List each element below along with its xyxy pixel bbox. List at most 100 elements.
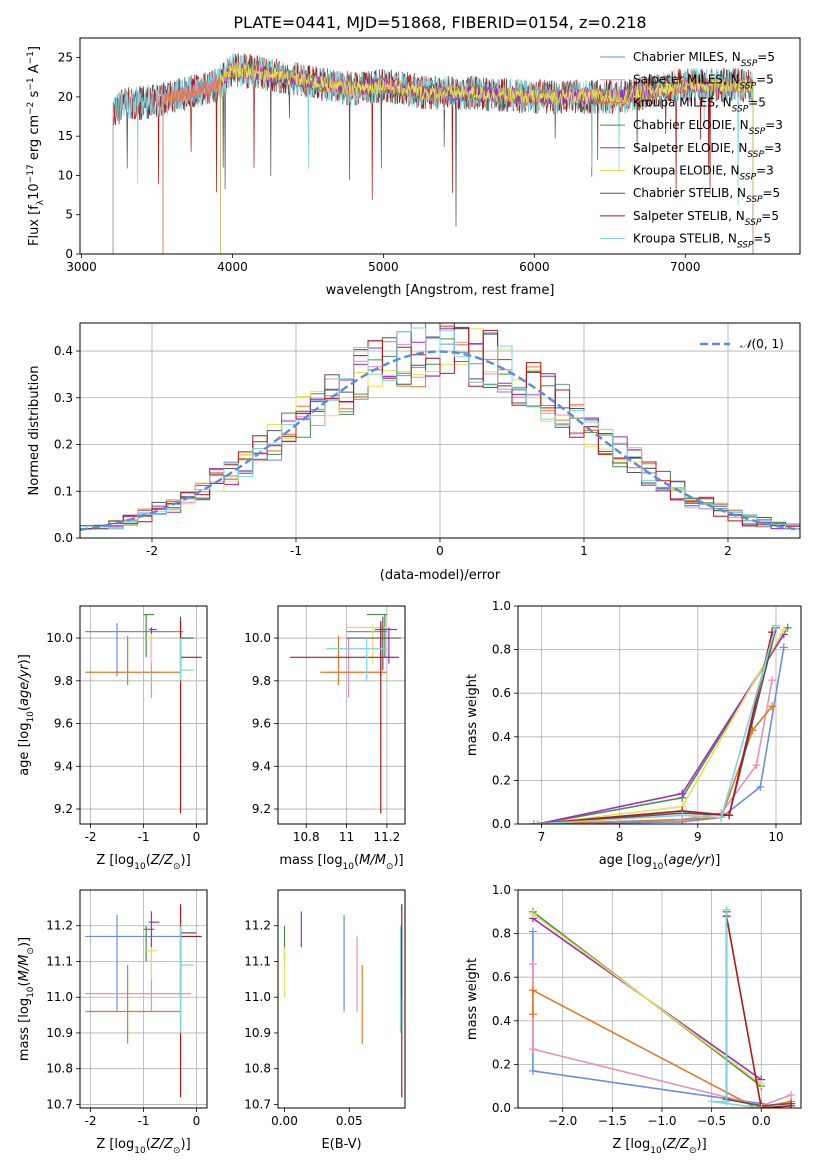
x-axis-label: (data-model)/error [380,568,501,583]
x-tick-label: 9 [694,830,702,844]
axes-frame [79,37,801,255]
label-part: SSP [740,173,757,183]
axes-frame [517,605,802,825]
label-part: =3 [756,164,774,178]
x-tick-label: −1.0 [647,1114,676,1128]
label-part: Z/Z [666,1137,690,1152]
x-tick-label: -2 [146,544,158,558]
weight-marker [528,986,537,995]
weight-marker [528,1066,537,1075]
label-part: SSP [745,218,762,228]
x-axis-label: mass [log10(M/M⊙)] [279,853,403,872]
weight-marker [768,676,777,685]
axes-frame [79,605,208,825]
axes-residuals: -2 -1 0 1 2 0.0 0.1 0.2 0.3 0.4 𝒩(0, 1) Normed dist… [27,322,801,583]
y-tick-label: 0.6 [492,970,511,984]
x-tick-label: 0 [436,544,444,558]
label-part: =5 [763,186,781,200]
weight-marker [528,1045,537,1054]
legend-label: Chabrier MILES, NSSP=5 [633,50,775,69]
weight-marker [717,813,726,822]
axes-frame [517,889,802,1109]
plot-area-residuals [80,323,800,538]
weight-marker [533,820,542,824]
plot-area-spectrum [112,52,754,254]
weight-marker [752,761,761,770]
weight-line-chabrier-stelib [533,627,777,824]
y-tick-label: 15 [58,129,73,143]
y-tick-label: 11.2 [244,919,271,933]
weight-marker [787,1101,796,1108]
label-part: SSP [737,241,754,251]
label-part: age [log [599,853,652,868]
label-part: 10 [650,1146,662,1156]
weight-marker [725,811,734,820]
y-tick-label: 10.8 [46,1062,73,1076]
label-part: mass weight [465,958,480,1040]
x-tick-label: 10 [768,830,783,844]
y-tick-label: 9.4 [252,759,271,773]
y-axis-label: Normed distribution [27,366,42,496]
y-tick-label: 11.1 [244,954,271,968]
x-tick-label: 3000 [66,260,97,274]
label-part: A [27,64,42,77]
label-part: mass [log [279,853,342,868]
weight-marker [528,927,537,936]
label-part: )] [17,937,32,947]
label-part: mass weight [465,674,480,756]
weight-marker [678,789,687,798]
legend-label: Salpeter MILES, NSSP=5 [633,73,774,92]
label-part: 10 [134,1146,146,1156]
label-part: Kroupa ELODIE, N [633,164,740,178]
x-tick-label: 10.8 [293,830,320,844]
y-tick-label: 0.0 [492,817,511,831]
y-tick-label: 10.7 [244,1097,271,1111]
x-tick-label: -2 [85,1114,97,1128]
label-part: ⊙ [173,1146,181,1156]
axes-age_vs_mass: 10.8 11 11.2 9.2 9.4 9.6 9.8 10.0 mass [log10(M/… [244,605,406,872]
label-part: Z [log [96,853,134,868]
y-tick-label: 0.8 [492,927,511,941]
label-part: −17 [26,164,36,183]
x-tick-label: 8 [616,830,624,844]
histogram-kroupa-stelib [80,327,800,538]
weight-marker [722,1097,731,1106]
x-tick-label: 0.00 [271,1114,298,1128]
label-part: λ [36,199,46,205]
plot-area-mass_vs_Z [85,904,202,1098]
y-axis-label: mass weight [465,958,480,1040]
label-part: Z [log [612,1137,650,1152]
x-tick-label: 7000 [670,260,701,274]
y-tick-label: 10.0 [244,631,271,645]
weight-marker [529,820,538,824]
label-part: )] [393,853,403,868]
weight-marker [757,1104,766,1108]
y-tick-label: 20 [58,90,73,104]
x-axis-label: E(B-V) [321,1137,361,1152]
weight-line-kroupa-elodie [532,913,762,1085]
histogram-chabrier-stelib [80,323,800,538]
x-tick-label: -2 [85,830,97,844]
legend-label: Chabrier STELIB, NSSP=5 [633,186,780,205]
x-tick-label: 11.2 [373,830,400,844]
x-axis-label: age [log10(age/yr)] [599,853,721,872]
axes-frame [277,889,406,1109]
y-tick-label: 0.2 [492,1057,511,1071]
y-tick-label: 0 [65,247,73,261]
y-tick-label: 11.0 [244,990,271,1004]
x-axis-label: Z [log10(Z/Z⊙)] [612,1137,706,1156]
label-part: )] [697,1137,707,1152]
plot-area-age_vs_mass [290,613,401,814]
y-tick-label: 9.4 [54,759,73,773]
plot-area-weight_vs_age [529,621,792,824]
label-part: ( [17,981,32,986]
x-tick-label: −2.0 [548,1114,577,1128]
label-part: 10 [652,862,664,872]
x-tick-label: -1 [138,830,150,844]
weight-line-salpeter-stelib [533,632,773,824]
y-tick-label: 10 [58,168,73,182]
label-part: Chabrier STELIB, N [633,186,746,200]
label-part: )] [181,853,191,868]
